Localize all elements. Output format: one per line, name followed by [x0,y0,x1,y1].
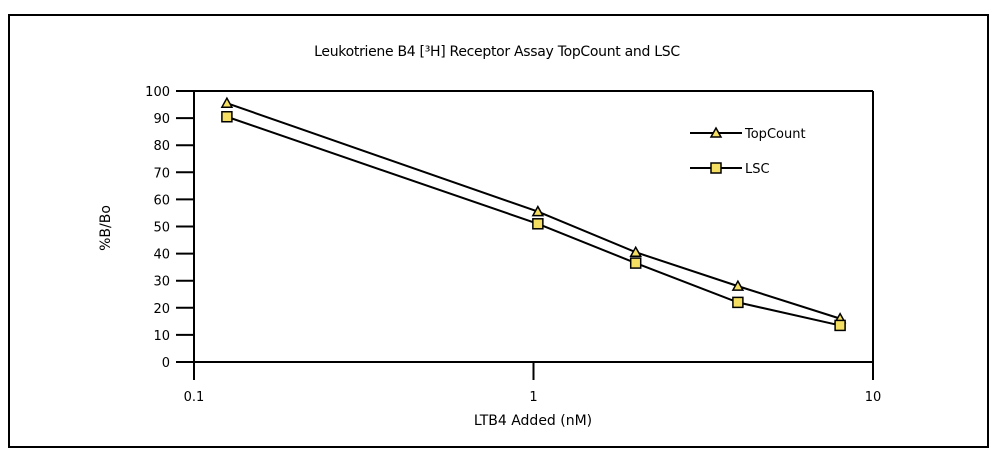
legend-triangle-icon [709,126,723,138]
y-tick-label: 50 [153,221,170,236]
x-tick-label: 0.1 [184,390,205,405]
y-tick-label: 70 [153,166,170,181]
series-topcount [220,96,847,324]
y-tick-label: 10 [153,329,170,344]
y-tick-label: 80 [153,139,170,154]
y-tick-label: 40 [153,248,170,263]
y-axis-label: %B/Bo [98,205,114,251]
legend: TopCount LSC [690,126,806,177]
legend-square-icon [710,162,722,174]
x-tick-label: 1 [529,390,537,405]
square-marker [629,257,642,269]
chart-border [8,14,989,448]
y-tick-label: 0 [162,356,170,371]
chart-title: Leukotriene B4 [³H] Receptor Assay TopCo… [314,44,680,60]
square-marker [834,319,846,332]
legend-label: TopCount [744,127,806,142]
data-series [220,96,847,332]
x-tick-label: 10 [865,390,882,405]
square-marker [532,218,544,230]
x-axis-label: LTB4 Added (nM) [474,413,592,429]
series-lsc [221,110,846,332]
triangle-marker [220,96,234,108]
y-tick-label: 90 [153,112,170,127]
square-marker [732,296,744,309]
triangle-marker [731,279,745,291]
axes: 0 10 20 30 40 50 60 70 80 90 100 0.1 1 10 [145,85,881,405]
y-tick-label: 100 [145,85,170,100]
triangle-marker [629,245,642,257]
y-tick-label: 20 [153,302,170,317]
square-marker [221,110,233,123]
triangle-marker [531,205,545,217]
y-tick-label: 30 [153,275,170,290]
legend-item-topcount: TopCount [690,126,806,142]
y-tick-label: 60 [153,193,170,208]
legend-label: LSC [745,162,770,177]
legend-item-lsc: LSC [690,162,770,177]
